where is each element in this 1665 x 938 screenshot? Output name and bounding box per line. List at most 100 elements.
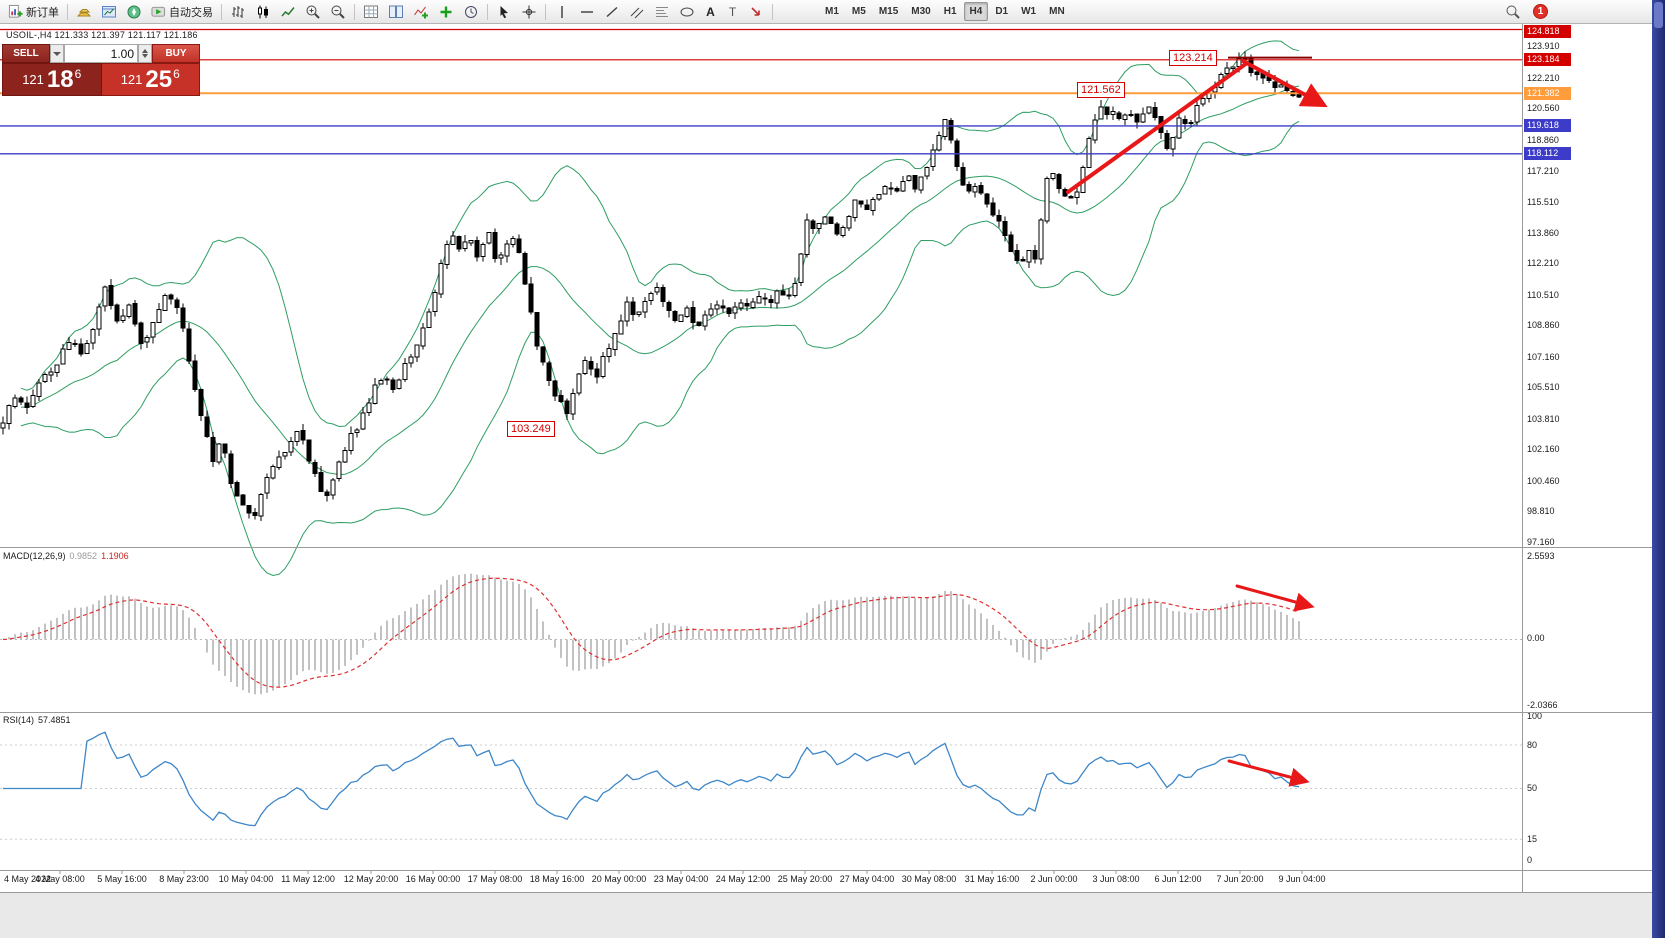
line-chart-icon[interactable] bbox=[276, 2, 300, 22]
ask-main: 25 bbox=[145, 65, 173, 93]
main-toolbar: 新订单 自动交易 A T M1 M5 M15 M30 H1 H4 D1 W1 MN 1 bbox=[0, 0, 1652, 24]
toolbar-separator bbox=[487, 3, 488, 20]
macd-histogram bbox=[8, 573, 1300, 695]
horizontal-line-icon[interactable] bbox=[575, 2, 599, 22]
trend-arrow[interactable] bbox=[1235, 584, 1315, 612]
vertical-line-icon[interactable] bbox=[550, 2, 574, 22]
new-order-button[interactable]: 新订单 bbox=[4, 2, 63, 22]
pullback-price-label[interactable]: 121.562 bbox=[1077, 82, 1125, 98]
volume-stepper[interactable] bbox=[138, 44, 152, 63]
market-watch-icon[interactable] bbox=[72, 2, 96, 22]
cursor-icon[interactable] bbox=[492, 2, 516, 22]
macd-panel-area[interactable] bbox=[0, 547, 1522, 712]
zoom-in-icon[interactable] bbox=[301, 2, 325, 22]
new-chart-grid-icon[interactable] bbox=[359, 2, 383, 22]
ask-price-display[interactable]: 121 25 6 bbox=[101, 63, 200, 96]
trend-arrow[interactable] bbox=[1241, 59, 1328, 108]
toolbar-separator bbox=[772, 3, 773, 20]
search-icon[interactable] bbox=[1501, 2, 1525, 22]
bid-main: 18 bbox=[46, 65, 74, 93]
volume-dropdown-button[interactable] bbox=[50, 44, 64, 63]
autotrading-button[interactable]: 自动交易 bbox=[147, 2, 217, 22]
main-chart-area[interactable] bbox=[0, 24, 1522, 547]
window-bottom-border bbox=[0, 892, 1652, 893]
add-indicator-icon[interactable] bbox=[434, 2, 458, 22]
scrollbar-thumb[interactable] bbox=[1654, 2, 1663, 28]
stepper-down-icon bbox=[142, 54, 148, 58]
panel-divider bbox=[0, 870, 1652, 871]
timeframe-button-h4[interactable]: H4 bbox=[963, 2, 989, 21]
bid-prefix: 121 bbox=[22, 72, 44, 87]
ask-prefix: 121 bbox=[120, 72, 143, 87]
sell-button[interactable]: SELL bbox=[2, 44, 50, 63]
rsi-axis-label: 15 bbox=[1527, 834, 1538, 844]
price-line-badge: 123.184 bbox=[1524, 53, 1571, 67]
ask-sup: 6 bbox=[173, 67, 180, 81]
tile-windows-icon[interactable] bbox=[384, 2, 408, 22]
panel-divider[interactable] bbox=[0, 547, 1652, 548]
rsi-name: RSI(14) bbox=[3, 715, 35, 725]
trend-arrow[interactable] bbox=[1066, 61, 1249, 194]
volume-input[interactable] bbox=[64, 44, 138, 63]
arrows-object-icon[interactable] bbox=[744, 2, 768, 22]
time-axis-label: 24 May 12:00 bbox=[715, 874, 771, 884]
data-window-icon[interactable] bbox=[97, 2, 121, 22]
rsi-panel-area[interactable] bbox=[0, 712, 1522, 870]
candlestick-chart-icon[interactable] bbox=[251, 2, 275, 22]
time-axis-label: 4 May 2022 bbox=[4, 874, 52, 884]
timeframe-button-w1[interactable]: W1 bbox=[1021, 6, 1037, 17]
time-axis-label: 7 Jun 20:00 bbox=[1216, 874, 1264, 884]
period-clock-icon[interactable] bbox=[459, 2, 483, 22]
trendline-icon[interactable] bbox=[600, 2, 624, 22]
buy-button[interactable]: BUY bbox=[152, 44, 200, 63]
equidistant-channel-icon[interactable] bbox=[625, 2, 649, 22]
price-line-badge: 121.382 bbox=[1524, 86, 1571, 100]
navigator-icon[interactable] bbox=[122, 2, 146, 22]
price-tick-label: 122.210 bbox=[1527, 72, 1560, 83]
time-axis-label: 3 Jun 08:00 bbox=[1092, 874, 1140, 884]
price-tick-label: 107.160 bbox=[1527, 351, 1560, 362]
timeframe-button-m30[interactable]: M30 bbox=[911, 6, 931, 17]
bar-chart-icon[interactable] bbox=[226, 2, 250, 22]
toolbar-separator bbox=[67, 3, 68, 20]
time-axis-label: 5 May 16:00 bbox=[97, 874, 147, 884]
timeframe-button-m5[interactable]: M5 bbox=[851, 6, 866, 17]
indicators-list-icon[interactable] bbox=[409, 2, 433, 22]
rsi-line bbox=[3, 731, 1300, 827]
price-tick-label: 123.910 bbox=[1527, 41, 1560, 52]
fibonacci-icon[interactable] bbox=[650, 2, 674, 22]
time-axis-label: 4 May 08:00 bbox=[35, 874, 85, 884]
text-icon[interactable]: A bbox=[706, 4, 715, 19]
price-line-badge: 124.818 bbox=[1524, 25, 1571, 38]
crosshair-icon[interactable] bbox=[517, 2, 541, 22]
zoom-out-icon[interactable] bbox=[326, 2, 350, 22]
toolbar-separator bbox=[221, 3, 222, 20]
timeframe-button-m1[interactable]: M1 bbox=[825, 6, 839, 17]
timeframe-button-mn[interactable]: MN bbox=[1049, 6, 1065, 17]
time-axis-label: 2 Jun 00:00 bbox=[1030, 874, 1078, 884]
shapes-icon[interactable] bbox=[675, 2, 699, 22]
price-tick-label: 110.510 bbox=[1527, 289, 1559, 300]
timeframe-button-d1[interactable]: D1 bbox=[995, 6, 1009, 17]
autotrading-play-icon bbox=[151, 4, 166, 19]
trend-arrow[interactable] bbox=[1227, 759, 1310, 787]
new-order-label: 新订单 bbox=[26, 6, 59, 19]
chevron-down-icon bbox=[53, 51, 61, 56]
candlesticks bbox=[0, 51, 1302, 521]
panel-divider[interactable] bbox=[0, 712, 1652, 713]
timeframe-button-h1[interactable]: H1 bbox=[943, 6, 957, 17]
bid-price-display[interactable]: 121 18 6 bbox=[2, 63, 102, 96]
time-axis-label: 16 May 00:00 bbox=[405, 874, 461, 884]
swing-low-price-label[interactable]: 103.249 bbox=[507, 421, 555, 437]
time-axis-label: 12 May 20:00 bbox=[343, 874, 399, 884]
notification-badge[interactable]: 1 bbox=[1533, 4, 1548, 19]
time-axis-label: 23 May 04:00 bbox=[653, 874, 709, 884]
price-tick-label: 113.860 bbox=[1527, 227, 1559, 238]
vertical-scrollbar[interactable] bbox=[1652, 0, 1665, 938]
symbol-ohlc-header: USOIL-,H4 121.333 121.397 121.117 121.18… bbox=[6, 30, 198, 40]
text-label-icon[interactable]: T bbox=[728, 4, 737, 19]
macd-signal-line bbox=[2, 577, 1300, 688]
peak-price-label[interactable]: 123.214 bbox=[1169, 50, 1217, 66]
timeframe-button-m15[interactable]: M15 bbox=[878, 6, 899, 17]
